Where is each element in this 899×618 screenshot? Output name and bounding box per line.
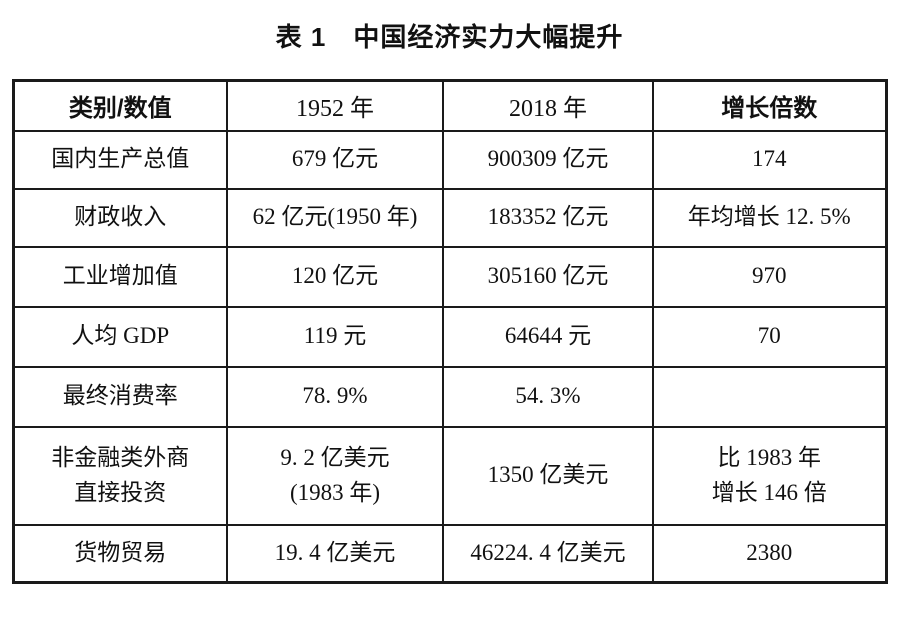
- economic-strength-table: 类别/数值 1952 年 2018 年 增长倍数 国内生产总值 679 亿元 9…: [11, 79, 888, 584]
- cell-growth: 比 1983 年 增长 146 倍: [652, 425, 887, 526]
- cell-category: 财政收入: [12, 187, 228, 248]
- cell-growth: 970: [652, 245, 887, 308]
- cell-growth: [652, 365, 887, 428]
- table-row-gdp: 国内生产总值 679 亿元 900309 亿元 174: [12, 129, 887, 190]
- cell-growth: 2380: [652, 523, 887, 584]
- column-header-2018: 2018 年: [442, 79, 654, 132]
- cell-category: 货物贸易: [12, 523, 228, 584]
- cell-category: 工业增加值: [12, 245, 228, 308]
- cell-1952: 78. 9%: [226, 365, 444, 428]
- cell-1952: 9. 2 亿美元 (1983 年): [226, 425, 444, 526]
- cell-category: 最终消费率: [12, 365, 228, 428]
- cell-category: 非金融类外商 直接投资: [12, 425, 228, 526]
- cell-growth: 70: [652, 305, 887, 368]
- column-header-1952: 1952 年: [226, 79, 444, 132]
- table-title: 表 1 中国经济实力大幅提升: [275, 22, 624, 52]
- cell-2018: 305160 亿元: [442, 245, 654, 308]
- cell-category: 国内生产总值: [12, 129, 228, 190]
- cell-1952: 679 亿元: [226, 129, 444, 190]
- cell-2018: 900309 亿元: [442, 129, 654, 190]
- table-row-goods-trade: 货物贸易 19. 4 亿美元 46224. 4 亿美元 2380: [12, 523, 887, 584]
- table-row-fiscal-revenue: 财政收入 62 亿元(1950 年) 183352 亿元 年均增长 12. 5%: [12, 187, 887, 248]
- cell-2018: 46224. 4 亿美元: [442, 523, 654, 584]
- table-row-per-capita-gdp: 人均 GDP 119 元 64644 元 70: [12, 305, 887, 368]
- cell-1952: 119 元: [226, 305, 444, 368]
- cell-2018: 54. 3%: [442, 365, 654, 428]
- column-header-growth: 增长倍数: [652, 79, 887, 132]
- cell-category: 人均 GDP: [12, 305, 228, 368]
- cell-1952: 120 亿元: [226, 245, 444, 308]
- table-row-industrial-added-value: 工业增加值 120 亿元 305160 亿元 970: [12, 245, 887, 308]
- column-header-category: 类别/数值: [12, 79, 228, 132]
- cell-1952: 62 亿元(1950 年): [226, 187, 444, 248]
- table-header-row: 类别/数值 1952 年 2018 年 增长倍数: [12, 79, 887, 132]
- cell-2018: 183352 亿元: [442, 187, 654, 248]
- cell-2018: 64644 元: [442, 305, 654, 368]
- cell-1952: 19. 4 亿美元: [226, 523, 444, 584]
- table-row-final-consumption-rate: 最终消费率 78. 9% 54. 3%: [12, 365, 887, 428]
- cell-growth: 年均增长 12. 5%: [652, 187, 887, 248]
- cell-growth: 174: [652, 129, 887, 190]
- cell-2018: 1350 亿美元: [442, 425, 654, 526]
- table-row-non-financial-fdi: 非金融类外商 直接投资 9. 2 亿美元 (1983 年) 1350 亿美元 比…: [12, 425, 887, 526]
